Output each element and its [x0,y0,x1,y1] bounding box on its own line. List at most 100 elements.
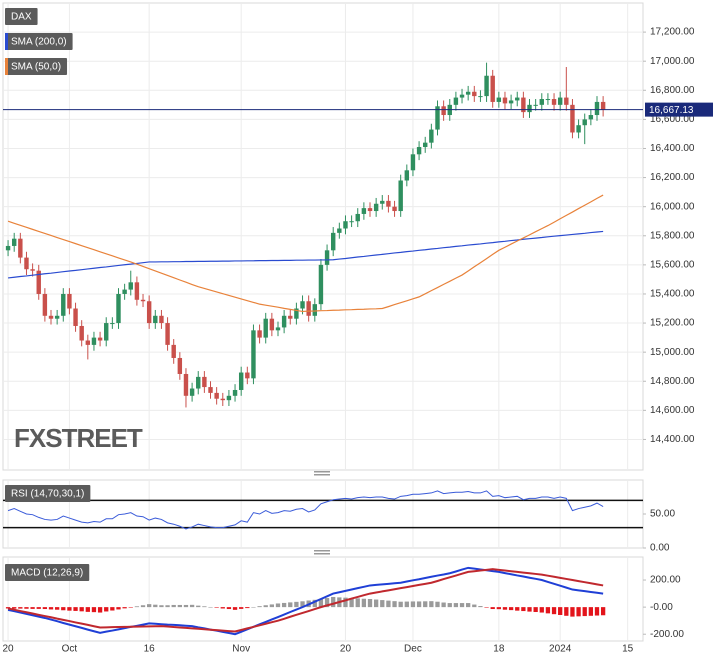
histogram-bar [355,598,360,608]
histogram-bar [502,607,508,610]
histogram-bar [570,607,575,617]
candle-body [159,315,164,324]
histogram-bar [447,603,452,608]
histogram-bar [361,598,367,608]
candle-body [508,100,514,104]
panel-handle [314,550,330,552]
legend-tag: MACD (12,26,9) [5,564,90,581]
y-tick-label: 15,600.00 [650,260,695,271]
panel-handle [314,471,330,473]
histogram-bar [104,607,109,612]
candle-body [478,96,483,98]
candle-body [564,97,569,105]
histogram-bar [441,602,446,608]
candle-body [30,269,35,271]
candle-body [36,270,41,294]
candle-body [557,97,563,105]
histogram-bar [349,598,354,608]
histogram-bar [128,607,133,608]
histogram-bar [122,607,127,609]
candle-body [527,104,532,113]
histogram-bar [61,607,66,611]
histogram-bar [73,607,78,611]
candle-body [453,97,459,105]
candle-body [196,376,201,389]
x-tick-label: Oct [62,644,78,655]
legend-tag-label: SMA (200,0) [11,37,67,48]
candle-body [306,301,311,316]
histogram-bar [134,606,140,608]
candle-body [312,304,318,316]
candle-body [165,323,170,345]
candle-body [48,315,54,319]
histogram-bar [472,604,477,608]
candle-body [122,289,127,294]
y-tick-label: 16,400.00 [650,143,695,154]
histogram-bar [245,607,250,609]
candle-body [582,119,587,126]
candle-body [441,106,446,116]
histogram-bar [30,607,35,609]
candle-body [576,125,581,133]
candle-body [11,238,17,246]
panel-handle [314,474,330,476]
histogram-bar [533,607,538,613]
histogram-bar [226,607,232,610]
macd-line [7,566,604,636]
histogram-bar [214,607,219,608]
candle-body [269,318,275,331]
candle-body [177,357,183,374]
candle-body [214,392,219,399]
candle-body [91,337,97,345]
sma-line [8,230,604,279]
y-tick-label: 14,800.00 [650,376,695,387]
histogram-bar [576,607,581,617]
histogram-bar [48,607,54,610]
candle-body [355,213,360,222]
histogram-bar [392,601,397,608]
y-tick-label: 50.00 [650,509,675,520]
histogram-bar [312,599,317,608]
y-tick-label: 200.00 [650,575,681,586]
histogram-bar [300,601,305,608]
histogram-bar [558,607,563,615]
candle-body [373,203,379,212]
histogram-bar [318,599,324,608]
candle-body [153,315,158,324]
candle-body [416,147,422,155]
candle-body [429,129,434,143]
candle-body [97,337,103,341]
indicator-line [7,490,604,530]
histogram-bar [67,607,72,611]
histogram-bar [140,605,146,608]
histogram-bar [453,603,459,608]
legend-tag-bg [5,564,90,581]
candle-body [472,91,477,97]
histogram-bar [97,607,103,613]
y-tick-label: 14,600.00 [650,405,695,416]
candle-body [380,200,385,204]
histogram-bar [269,604,275,608]
legend-tag: RSI (14,70,30,1) [5,485,91,502]
candle-body [140,299,146,302]
histogram-bar [147,604,152,608]
histogram-bar [423,601,428,608]
histogram-bar [331,596,336,608]
histogram-bar [367,599,373,608]
histogram-bar [257,606,262,608]
x-tick-label: 16 [144,644,156,655]
histogram-bar [208,606,213,608]
candle-body [392,206,397,212]
candle-body [116,293,121,324]
candle-body [232,389,238,396]
candle-body [502,97,508,104]
candle-body [435,106,440,130]
histogram-bar [490,607,495,610]
x-tick-label: 2024 [549,644,572,655]
histogram-bar [232,607,238,610]
histogram-bar [183,604,189,608]
candle-body [386,200,391,207]
legend-tag-color [5,58,8,75]
candle-body [73,308,78,326]
candle-body [600,101,606,110]
